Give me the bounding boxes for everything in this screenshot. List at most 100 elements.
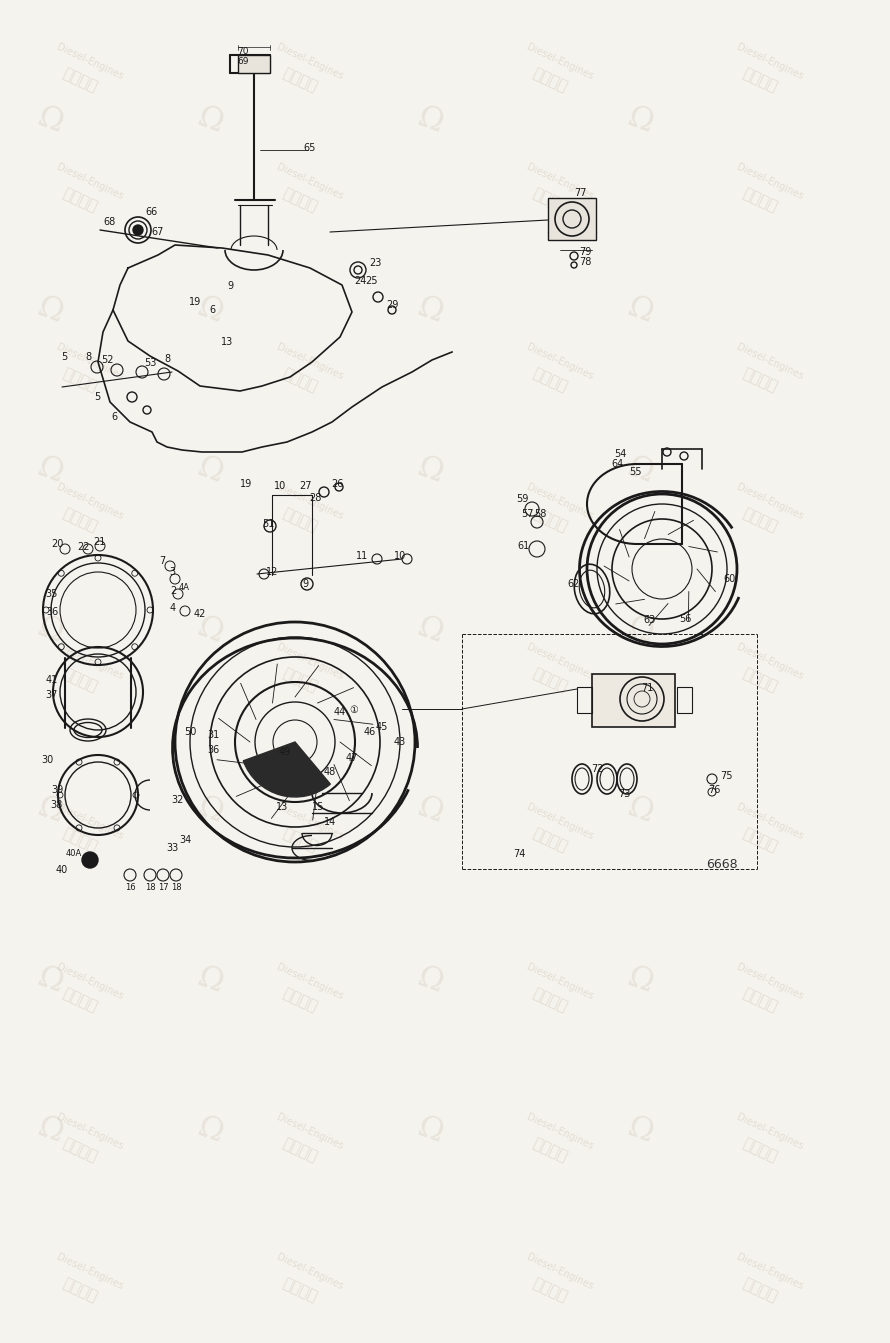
- Text: ①: ①: [350, 705, 359, 714]
- Text: Diesel-Engines: Diesel-Engines: [735, 42, 805, 82]
- Wedge shape: [243, 741, 330, 796]
- Text: 53: 53: [144, 359, 156, 368]
- Text: Ω: Ω: [623, 451, 657, 489]
- Text: Diesel-Engines: Diesel-Engines: [525, 1112, 595, 1152]
- Text: 21: 21: [93, 537, 105, 547]
- Text: 紫发动力: 紫发动力: [740, 185, 780, 215]
- Text: 紫发动力: 紫发动力: [280, 986, 320, 1014]
- Text: 紫发动力: 紫发动力: [280, 826, 320, 854]
- Text: 24: 24: [354, 277, 366, 286]
- Text: 25: 25: [366, 277, 378, 286]
- Text: 65: 65: [303, 142, 316, 153]
- Circle shape: [82, 851, 98, 868]
- Text: Ω: Ω: [33, 451, 68, 489]
- Text: 20: 20: [51, 539, 63, 549]
- Text: Diesel-Engines: Diesel-Engines: [275, 42, 345, 82]
- Text: Diesel-Engines: Diesel-Engines: [735, 1252, 805, 1292]
- Bar: [548, 197, 596, 240]
- Text: 紫发动力: 紫发动力: [740, 666, 780, 694]
- Text: Diesel-Engines: Diesel-Engines: [525, 642, 595, 682]
- Text: 27: 27: [299, 481, 312, 492]
- Text: 紫发动力: 紫发动力: [280, 505, 320, 535]
- Text: 43: 43: [394, 737, 406, 747]
- Text: 68: 68: [104, 218, 116, 227]
- Text: 紫发动力: 紫发动力: [280, 66, 320, 94]
- Text: 紫发动力: 紫发动力: [280, 1276, 320, 1304]
- Text: 37: 37: [45, 690, 58, 700]
- Text: Diesel-Engines: Diesel-Engines: [55, 642, 125, 682]
- Circle shape: [133, 226, 143, 235]
- Text: Diesel-Engines: Diesel-Engines: [525, 802, 595, 842]
- Text: 6: 6: [111, 412, 117, 422]
- Text: 44: 44: [334, 706, 346, 717]
- Text: 紫发动力: 紫发动力: [61, 505, 100, 535]
- Text: 40: 40: [56, 865, 69, 876]
- Text: Ω: Ω: [193, 611, 227, 649]
- Text: Ω: Ω: [413, 291, 447, 329]
- Text: 77: 77: [574, 188, 587, 197]
- Text: 22: 22: [77, 543, 89, 552]
- Text: 30: 30: [41, 755, 53, 766]
- Text: Diesel-Engines: Diesel-Engines: [735, 962, 805, 1002]
- Text: 64: 64: [612, 459, 624, 469]
- Bar: [577, 688, 592, 713]
- Text: Diesel-Engines: Diesel-Engines: [525, 962, 595, 1002]
- Text: Ω: Ω: [193, 101, 227, 138]
- Text: Diesel-Engines: Diesel-Engines: [275, 1112, 345, 1152]
- Text: 紫发动力: 紫发动力: [61, 365, 100, 395]
- Text: 29: 29: [385, 299, 398, 310]
- Text: 49: 49: [279, 747, 291, 757]
- Text: Ω: Ω: [193, 451, 227, 489]
- Text: 55: 55: [628, 467, 642, 477]
- Text: Ω: Ω: [413, 1111, 447, 1148]
- Text: Ω: Ω: [33, 1111, 68, 1148]
- Text: 23: 23: [368, 258, 381, 269]
- Text: 10: 10: [394, 551, 406, 561]
- Text: 紫发动力: 紫发动力: [530, 365, 570, 395]
- Text: 18: 18: [171, 884, 182, 893]
- Text: Ω: Ω: [413, 451, 447, 489]
- Text: 45: 45: [376, 723, 388, 732]
- Text: 紫发动力: 紫发动力: [530, 1135, 570, 1164]
- Text: 16: 16: [125, 884, 135, 893]
- Text: 67: 67: [152, 227, 164, 236]
- Text: Ω: Ω: [623, 291, 657, 329]
- Text: 74: 74: [513, 849, 525, 860]
- Text: 紫发动力: 紫发动力: [740, 365, 780, 395]
- Text: Diesel-Engines: Diesel-Engines: [275, 482, 345, 522]
- Text: Diesel-Engines: Diesel-Engines: [275, 642, 345, 682]
- Text: 56: 56: [679, 614, 692, 624]
- Text: 61: 61: [518, 541, 530, 551]
- Text: 9: 9: [302, 579, 308, 590]
- Text: 紫发动力: 紫发动力: [530, 826, 570, 854]
- Text: 7: 7: [159, 556, 166, 565]
- Text: Diesel-Engines: Diesel-Engines: [55, 342, 125, 381]
- Text: 紫发动力: 紫发动力: [530, 666, 570, 694]
- Text: 紫发动力: 紫发动力: [740, 1276, 780, 1304]
- Text: Ω: Ω: [193, 962, 227, 999]
- Text: Diesel-Engines: Diesel-Engines: [55, 1252, 125, 1292]
- Text: 3: 3: [169, 567, 175, 577]
- Text: 紫发动力: 紫发动力: [61, 66, 100, 94]
- Text: 78: 78: [578, 257, 591, 267]
- Text: 18: 18: [145, 884, 156, 893]
- Text: Ω: Ω: [623, 611, 657, 649]
- Text: Diesel-Engines: Diesel-Engines: [525, 163, 595, 201]
- Text: 79: 79: [578, 247, 591, 257]
- Text: 75: 75: [720, 771, 732, 782]
- Text: Ω: Ω: [193, 1111, 227, 1148]
- Text: Diesel-Engines: Diesel-Engines: [275, 1252, 345, 1292]
- Text: 76: 76: [708, 786, 720, 795]
- Text: Ω: Ω: [193, 291, 227, 329]
- Text: 紫发动力: 紫发动力: [61, 185, 100, 215]
- Text: 紫发动力: 紫发动力: [530, 505, 570, 535]
- Text: 52: 52: [101, 355, 113, 365]
- Text: 13: 13: [221, 337, 233, 346]
- Text: Diesel-Engines: Diesel-Engines: [735, 342, 805, 381]
- Text: 10: 10: [274, 481, 286, 492]
- Text: 6668: 6668: [706, 857, 738, 870]
- Text: 12: 12: [266, 567, 279, 577]
- Text: Ω: Ω: [623, 791, 657, 829]
- Text: Diesel-Engines: Diesel-Engines: [275, 802, 345, 842]
- Text: 紫发动力: 紫发动力: [280, 365, 320, 395]
